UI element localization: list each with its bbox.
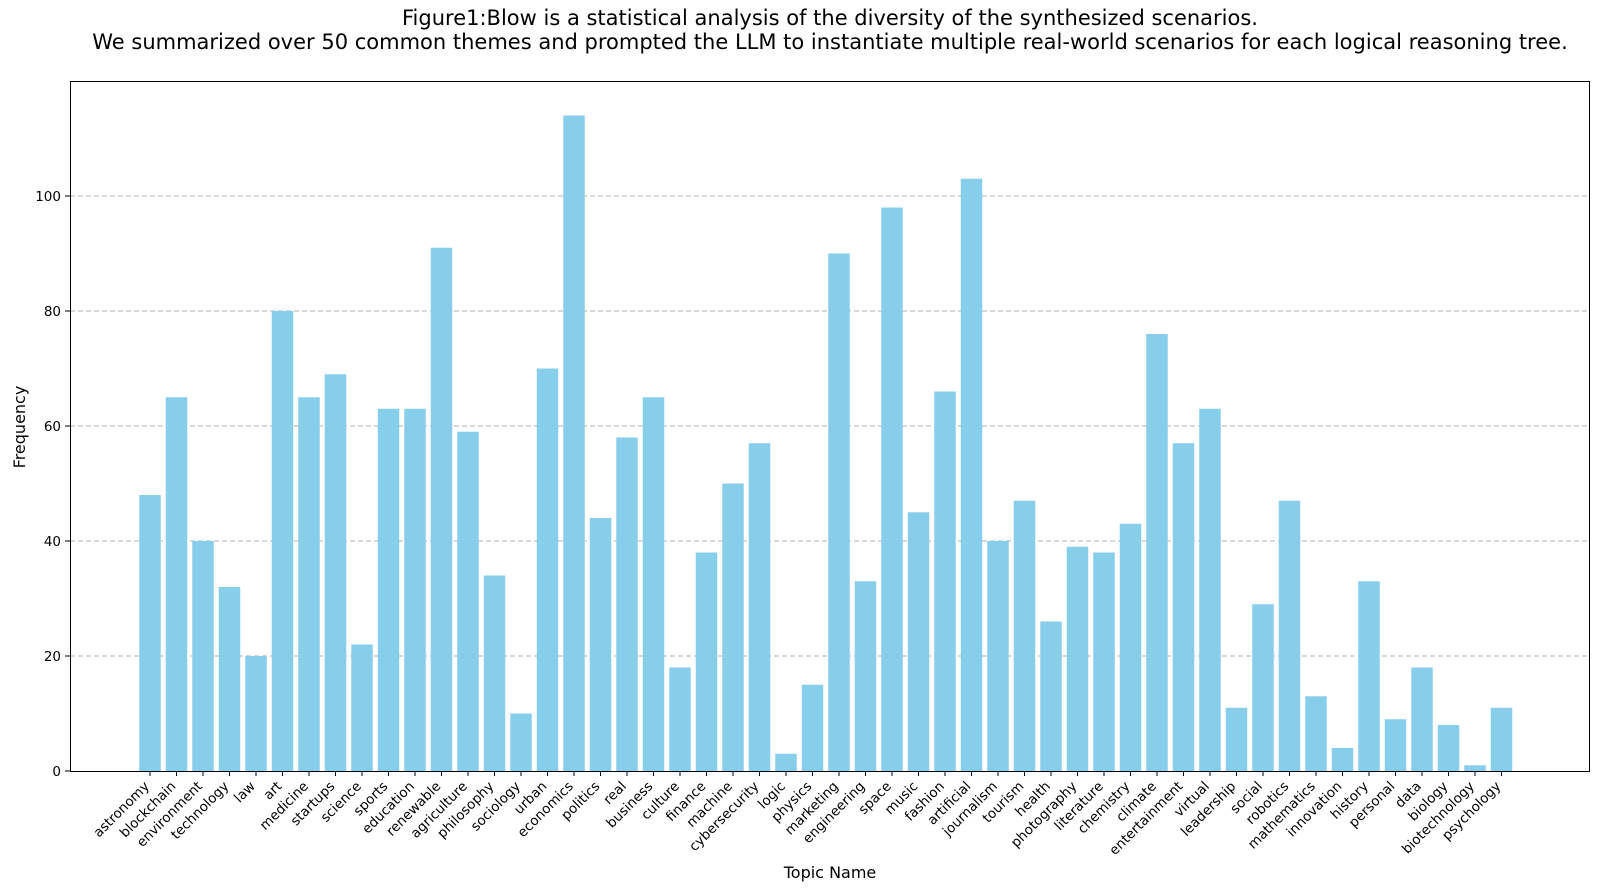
bar-innovation <box>1331 748 1354 771</box>
bar-sociology <box>510 713 532 771</box>
bar-photography <box>1066 546 1089 771</box>
bar-tourism <box>1013 500 1036 771</box>
bar-politics <box>589 518 612 771</box>
y-axis-label: Frequency <box>10 386 29 469</box>
bars <box>139 115 1513 771</box>
bar-journalism <box>987 541 1009 771</box>
bar-astronomy <box>139 495 161 771</box>
bar-real <box>616 437 638 771</box>
bar-music <box>907 512 930 771</box>
bar-personal <box>1384 719 1407 771</box>
bar-art <box>271 311 294 771</box>
bar-law <box>245 656 267 771</box>
bar-machine <box>722 483 744 771</box>
bar-virtual <box>1199 408 1221 771</box>
bar-economics <box>563 115 585 771</box>
bar-renewable <box>430 247 453 771</box>
bar-technology <box>218 587 241 771</box>
bar-sports <box>377 408 400 771</box>
y-tick-label: 0 <box>52 764 61 780</box>
bar-blockchain <box>165 397 188 771</box>
bar-biology <box>1437 725 1460 771</box>
x-axis: astronomyblockchainenvironmenttechnology… <box>91 771 1504 859</box>
bar-mathematics <box>1305 696 1327 771</box>
bar-engineering <box>854 581 877 771</box>
bar-education <box>404 408 426 771</box>
y-tick-label: 20 <box>44 649 61 665</box>
bar-physics <box>801 684 824 771</box>
bar-cybersecurity <box>748 443 771 771</box>
bar-environment <box>192 541 214 771</box>
x-tick-label: law <box>231 779 259 807</box>
bar-psychology <box>1490 707 1513 771</box>
bar-robotics <box>1278 500 1301 771</box>
bar-urban <box>536 368 559 771</box>
bar-logic <box>775 753 797 771</box>
bar-fashion <box>934 391 956 771</box>
bar-social <box>1252 604 1274 771</box>
bar-philosophy <box>483 575 506 771</box>
y-tick-label: 80 <box>44 304 61 320</box>
y-axis: 0 20 40 60 80 100 <box>35 189 70 780</box>
y-tick-label: 60 <box>44 419 61 435</box>
x-axis-label: Topic Name <box>783 863 877 882</box>
bar-marketing <box>828 253 850 771</box>
bar-data <box>1411 667 1433 771</box>
bar-literature <box>1093 552 1115 771</box>
bar-science <box>351 644 373 771</box>
bar-startups <box>324 374 347 771</box>
plot-frame <box>70 81 1590 772</box>
bar-culture <box>669 667 691 771</box>
y-tick-label: 100 <box>35 189 61 205</box>
bar-health <box>1040 621 1062 771</box>
y-tick-label: 40 <box>44 534 61 550</box>
bar-artificial <box>960 178 983 771</box>
bar-history <box>1358 581 1380 771</box>
bar-leadership <box>1225 707 1248 771</box>
chart-title-line-1: Figure1:Blow is a statistical analysis o… <box>402 6 1258 30</box>
bar-biotechnology <box>1464 765 1486 771</box>
bar-finance <box>695 552 718 771</box>
bar-space <box>881 207 903 771</box>
bar-chemistry <box>1119 523 1142 771</box>
chart-title-line-2: We summarized over 50 common themes and … <box>92 30 1568 54</box>
bar-climate <box>1146 334 1168 771</box>
bar-entertainment <box>1172 443 1195 771</box>
bar-business <box>642 397 665 771</box>
bar-medicine <box>298 397 320 771</box>
bar-agriculture <box>457 431 479 771</box>
